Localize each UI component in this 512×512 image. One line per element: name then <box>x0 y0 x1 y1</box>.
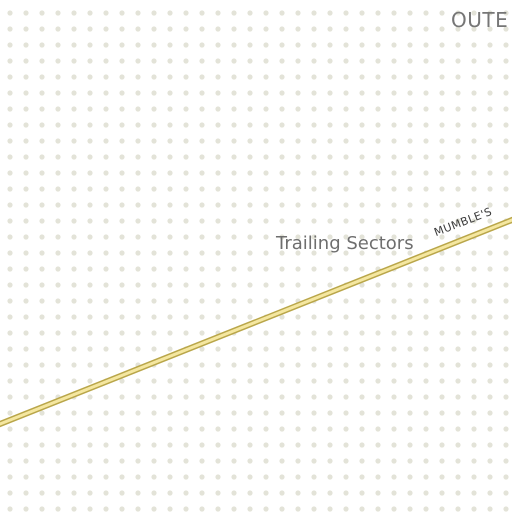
road-fill <box>0 218 512 426</box>
outer-region-label: OUTE <box>451 8 509 32</box>
area-label-trailing-sectors: Trailing Sectors <box>276 233 414 254</box>
